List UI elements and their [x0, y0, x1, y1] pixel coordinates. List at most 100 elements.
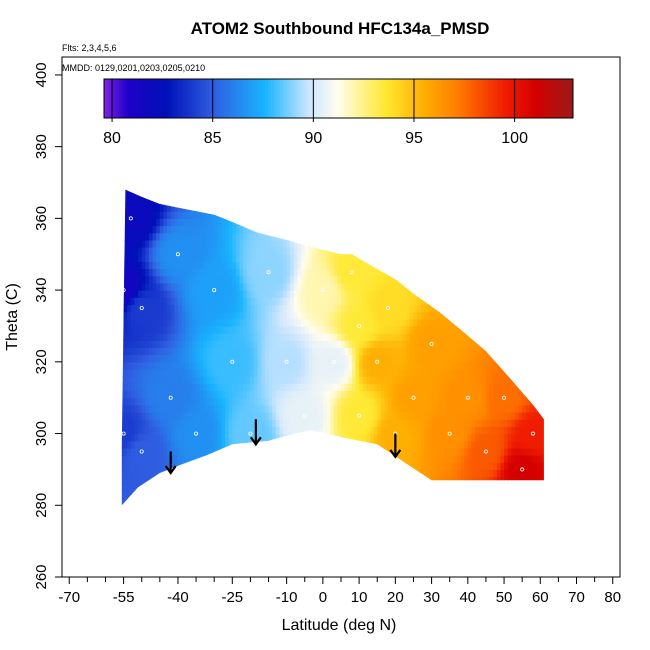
heatmap-cell: [359, 318, 364, 327]
heatmap-cell: [123, 369, 128, 377]
heatmap-cell: [467, 361, 473, 370]
heatmap-cell: [366, 347, 371, 356]
heatmap-cell: [268, 268, 273, 277]
heatmap-cell: [130, 304, 136, 313]
heatmap-cell: [163, 297, 168, 306]
heatmap-cell: [388, 282, 393, 291]
heatmap-cell: [123, 361, 128, 370]
heatmap-cell: [442, 376, 447, 384]
heatmap-cell: [413, 404, 418, 413]
heatmap-cell: [232, 397, 237, 406]
heatmap-cell: [127, 290, 132, 298]
heatmap-cell: [134, 232, 139, 241]
heatmap-cell: [438, 325, 444, 334]
heatmap-cell: [206, 318, 212, 327]
heatmap-cell: [485, 404, 491, 413]
heatmap-cell: [225, 239, 230, 248]
heatmap-cell: [232, 318, 237, 327]
heatmap-cell: [159, 261, 165, 270]
heatmap-cell: [167, 218, 172, 227]
heatmap-cell: [188, 247, 194, 255]
heatmap-cell: [351, 290, 357, 298]
heatmap-cell: [228, 325, 233, 334]
heatmap-cell: [348, 426, 353, 435]
heatmap-cell: [167, 268, 172, 277]
heatmap-cell: [185, 225, 190, 234]
heatmap-cell: [507, 455, 512, 463]
heatmap-cell: [163, 354, 168, 363]
heatmap-cell: [225, 254, 230, 263]
heatmap-cell: [398, 333, 404, 341]
heatmap-cell: [359, 426, 364, 435]
heatmap-cell: [272, 397, 277, 406]
heatmap-cell: [148, 311, 154, 320]
heatmap-cell: [304, 390, 309, 399]
heatmap-cell: [123, 390, 128, 399]
heatmap-cell: [275, 412, 280, 420]
heatmap-cell: [355, 290, 360, 298]
heatmap-cell: [159, 347, 165, 356]
heatmap-cell: [210, 268, 215, 277]
heatmap-cell: [174, 412, 179, 420]
heatmap-cell: [275, 340, 280, 349]
heatmap-cell: [464, 440, 469, 449]
heatmap-cell: [380, 275, 386, 284]
heatmap-cell: [435, 340, 440, 349]
heatmap-cell: [170, 440, 175, 449]
heatmap-cell: [130, 218, 136, 227]
heatmap-cell: [333, 404, 338, 413]
heatmap-cell: [134, 340, 139, 349]
heatmap-cell: [257, 412, 262, 420]
heatmap-cell: [156, 462, 161, 471]
heatmap-cell: [185, 383, 190, 392]
heatmap-cell: [359, 275, 364, 284]
heatmap-cell: [283, 369, 288, 377]
heatmap-cell: [496, 412, 502, 420]
heatmap-cell: [203, 354, 208, 363]
heatmap-cell: [442, 462, 447, 471]
heatmap-cell: [188, 347, 194, 356]
heatmap-cell: [279, 247, 284, 255]
heatmap-cell: [391, 304, 396, 313]
heatmap-cell: [402, 318, 407, 327]
heatmap-cell: [409, 433, 415, 442]
heatmap-cell: [170, 211, 175, 219]
heatmap-cell: [500, 404, 505, 413]
heatmap-cell: [159, 282, 165, 291]
heatmap-cell: [402, 390, 407, 399]
heatmap-cell: [330, 419, 335, 427]
heatmap-cell: [210, 297, 215, 306]
heatmap-cell: [206, 304, 212, 313]
heatmap-cell: [351, 304, 357, 313]
heatmap-cell: [348, 419, 353, 427]
heatmap-cell: [174, 290, 179, 298]
heatmap-cell: [446, 404, 451, 413]
heatmap-cell: [485, 383, 491, 392]
heatmap-cell: [228, 440, 233, 449]
heatmap-cell: [214, 232, 219, 241]
heatmap-cell: [351, 412, 357, 420]
heatmap-cell: [130, 254, 136, 263]
heatmap-cell: [228, 397, 233, 406]
heatmap-cell: [417, 433, 422, 442]
heatmap-cell: [297, 383, 302, 392]
heatmap-cell: [301, 361, 306, 370]
heatmap-cell: [373, 347, 378, 356]
heatmap-cell: [388, 397, 393, 406]
heatmap-cell: [254, 340, 259, 349]
heatmap-cell: [326, 404, 331, 413]
heatmap-cell: [174, 325, 179, 334]
heatmap-cell: [148, 433, 154, 442]
heatmap-cell: [424, 447, 429, 456]
heatmap-cell: [420, 426, 425, 435]
heatmap-cell: [326, 311, 331, 320]
heatmap-cell: [409, 412, 415, 420]
heatmap-cell: [257, 290, 262, 298]
heatmap-cell: [442, 347, 447, 356]
heatmap-cell: [232, 333, 237, 341]
heatmap-cell: [388, 275, 393, 284]
heatmap-cell: [174, 369, 179, 377]
heatmap-cell: [159, 419, 165, 427]
heatmap-cell: [304, 254, 309, 263]
heatmap-cell: [427, 455, 433, 463]
